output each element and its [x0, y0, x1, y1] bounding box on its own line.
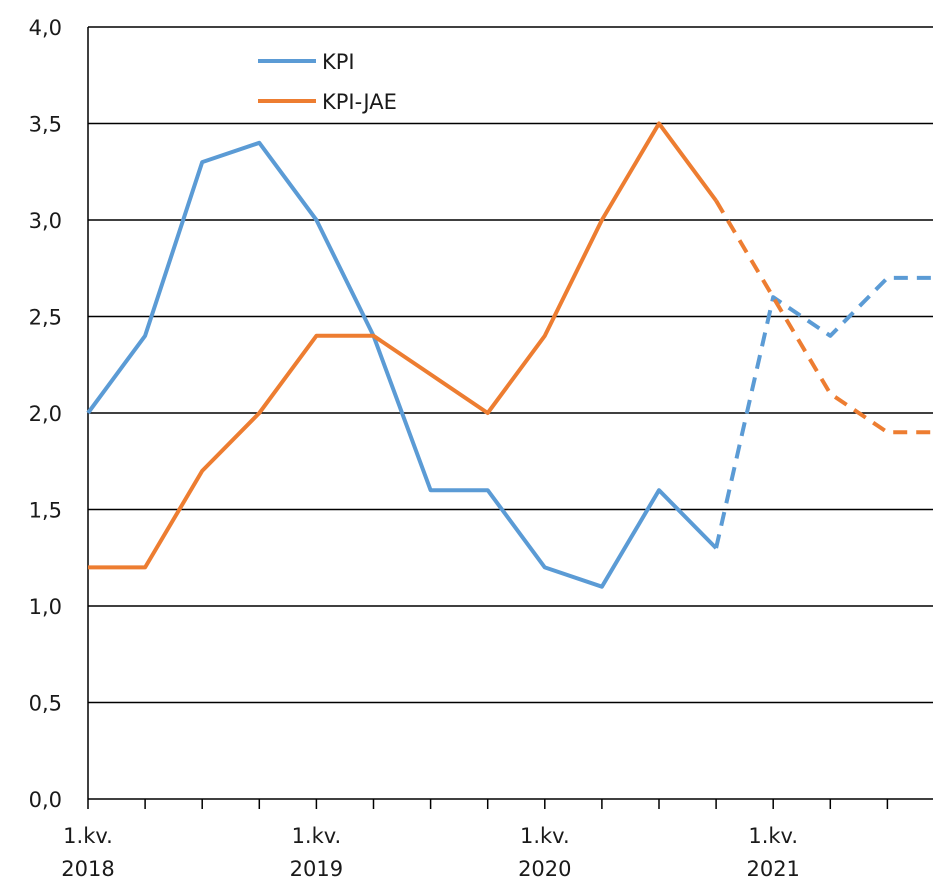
series-line-kpi — [86, 140, 718, 589]
y-tick-label: 3,0 — [29, 209, 62, 233]
series-lines — [86, 121, 933, 589]
x-tick-label-year: 2021 — [746, 857, 799, 881]
y-tick-label: 2,5 — [29, 306, 62, 330]
x-tick-label-year: 2018 — [61, 857, 114, 881]
y-tick-label: 2,0 — [29, 402, 62, 426]
x-tick-label-quarter: 1.kv. — [748, 824, 798, 848]
x-tick-label-year: 2020 — [518, 857, 571, 881]
y-tick-label: 0,5 — [29, 692, 62, 716]
x-tick-label-quarter: 1.kv. — [292, 824, 342, 848]
legend: KPI KPI-JAE — [258, 50, 397, 114]
series-forecast-line-kpi — [714, 275, 933, 549]
y-tick-label: 1,5 — [29, 499, 62, 523]
x-tick-label-quarter: 1.kv. — [520, 824, 570, 848]
legend-label-kpi-jae: KPI-JAE — [322, 90, 397, 114]
y-tick-label: 4,0 — [29, 16, 62, 40]
y-tick-label: 3,5 — [29, 113, 62, 137]
series-forecast-line-kpi-jae — [714, 199, 933, 435]
x-tick-label-quarter: 1.kv. — [63, 824, 113, 848]
legend-label-kpi: KPI — [322, 50, 355, 74]
y-tick-label: 0,0 — [29, 788, 62, 812]
gridlines — [88, 26, 933, 704]
series-line-kpi-jae — [88, 121, 718, 570]
y-tick-label: 1,0 — [29, 595, 62, 619]
x-tick-label-year: 2019 — [290, 857, 343, 881]
x-axis: 1.kv. 2018 1.kv. 2019 1.kv. 2020 1.kv. 2021 — [61, 798, 933, 881]
y-axis: 0,0 0,5 1,0 1,5 2,0 2,5 3,0 3,5 4,0 — [29, 16, 89, 812]
